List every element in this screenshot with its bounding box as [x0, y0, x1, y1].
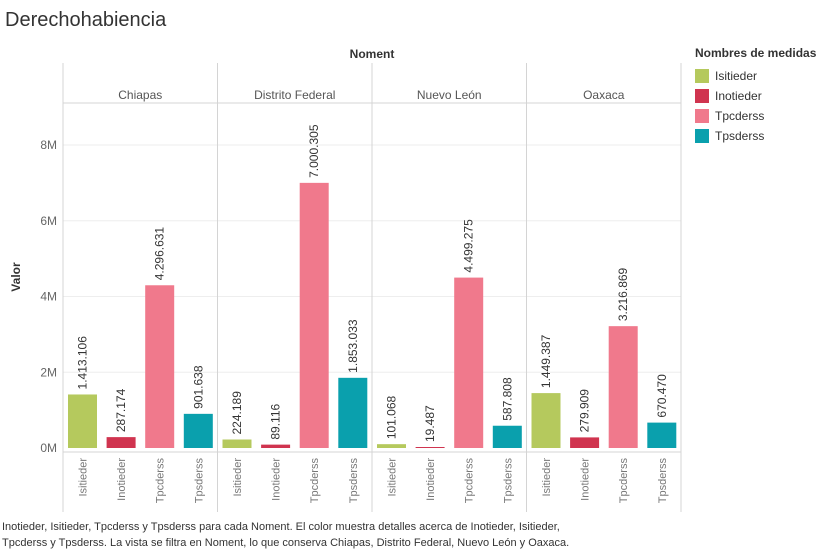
x-tick-label: Tpcderss: [464, 458, 476, 504]
y-axis-label: Valor: [9, 262, 23, 292]
x-tick-label: Inotieder: [425, 458, 437, 501]
legend-swatch-tpsderss: [695, 129, 709, 143]
x-tick-label: Inotieder: [580, 458, 592, 501]
legend-item-tpcderss[interactable]: Tpcderss: [695, 106, 831, 126]
x-tick-label: Tpsderss: [348, 458, 360, 504]
bar-distrito-federal-tpcderss: [299, 182, 329, 448]
legend-label-isitieder: Isitieder: [715, 69, 758, 83]
bar-nuevo-leon-inotieder: [415, 447, 445, 448]
x-tick-label: Tpcderss: [309, 458, 321, 504]
legend-item-isitieder[interactable]: Isitieder: [695, 66, 831, 86]
panel-label-oaxaca: Oaxaca: [583, 88, 625, 102]
chart-caption: Inotieder, Isitieder, Tpcderss y Tpsders…: [2, 519, 762, 551]
data-label: 279.909: [578, 389, 592, 433]
bar-oaxaca-inotieder: [570, 437, 600, 448]
caption-line-1: Inotieder, Isitieder, Tpcderss y Tpsders…: [2, 521, 560, 533]
x-tick-label: Isitieder: [541, 458, 553, 497]
legend-title: Nombres de medidas: [695, 46, 817, 60]
bar-chiapas-tpsderss: [183, 413, 213, 448]
x-tick-label: Tpsderss: [657, 458, 669, 504]
data-label: 901.638: [191, 365, 205, 409]
panel-label-distrito-federal: Distrito Federal: [254, 88, 335, 102]
bar-nuevo-leon-tpcderss: [454, 277, 484, 448]
data-label: 7.000.305: [307, 124, 321, 178]
data-label: 19.487: [423, 405, 437, 442]
data-label: 4.499.275: [462, 219, 476, 273]
legend: Nombres de medidas Isitieder Inotieder T…: [695, 46, 831, 146]
x-tick-label: Isitieder: [232, 458, 244, 497]
y-tick-label: 4M: [40, 290, 57, 304]
bar-oaxaca-tpcderss: [608, 326, 638, 448]
caption-line-2: Tpcderss y Tpsderss. La vista se filtra …: [2, 537, 570, 549]
legend-swatch-tpcderss: [695, 109, 709, 123]
page-title: Derechohabiencia: [5, 9, 167, 31]
y-tick-label: 0M: [40, 441, 57, 455]
x-tick-label: Tpcderss: [618, 458, 630, 504]
x-tick-label: Tpcderss: [155, 458, 167, 504]
legend-label-tpcderss: Tpcderss: [715, 109, 765, 123]
column-header-label: Noment: [350, 47, 395, 61]
y-tick-label: 2M: [40, 365, 57, 379]
data-label: 89.116: [269, 403, 283, 439]
panel-label-chiapas: Chiapas: [118, 88, 162, 102]
y-tick-label: 8M: [40, 138, 57, 152]
bar-oaxaca-isitieder: [531, 393, 561, 448]
bar-nuevo-leon-tpsderss: [492, 425, 522, 448]
data-label: 4.296.631: [153, 227, 167, 281]
data-label: 224.189: [230, 391, 244, 435]
data-label: 1.853.033: [346, 319, 360, 373]
legend-item-tpsderss[interactable]: Tpsderss: [695, 126, 831, 146]
legend-label-inotieder: Inotieder: [715, 89, 762, 103]
bar-chiapas-inotieder: [106, 437, 136, 448]
legend-swatch-inotieder: [695, 89, 709, 103]
x-tick-label: Inotieder: [271, 458, 283, 501]
panel-label-nuevo-leon: Nuevo León: [417, 88, 482, 102]
data-label: 287.174: [114, 388, 128, 432]
x-tick-label: Isitieder: [387, 458, 399, 497]
x-tick-label: Tpsderss: [502, 458, 514, 504]
x-tick-label: Inotieder: [116, 458, 128, 501]
x-tick-label: Tpsderss: [193, 458, 205, 504]
data-label: 1.413.106: [76, 336, 90, 390]
y-tick-label: 6M: [40, 214, 57, 228]
x-tick-label: Isitieder: [78, 458, 90, 497]
bar-distrito-federal-inotieder: [261, 444, 291, 448]
legend-swatch-isitieder: [695, 69, 709, 83]
bar-chiapas-tpcderss: [145, 285, 175, 448]
data-label: 1.449.387: [539, 334, 553, 388]
bar-distrito-federal-tpsderss: [338, 377, 368, 448]
bar-chiapas-isitieder: [68, 394, 97, 448]
bar-oaxaca-tpsderss: [647, 422, 677, 448]
bar-nuevo-leon-isitieder: [377, 444, 406, 448]
data-label: 101.068: [385, 395, 399, 439]
legend-label-tpsderss: Tpsderss: [715, 129, 765, 143]
data-label: 587.808: [500, 377, 514, 421]
data-label: 3.216.869: [616, 267, 630, 321]
data-label: 670.470: [655, 374, 669, 418]
legend-item-inotieder[interactable]: Inotieder: [695, 86, 831, 106]
bar-distrito-federal-isitieder: [222, 439, 252, 448]
